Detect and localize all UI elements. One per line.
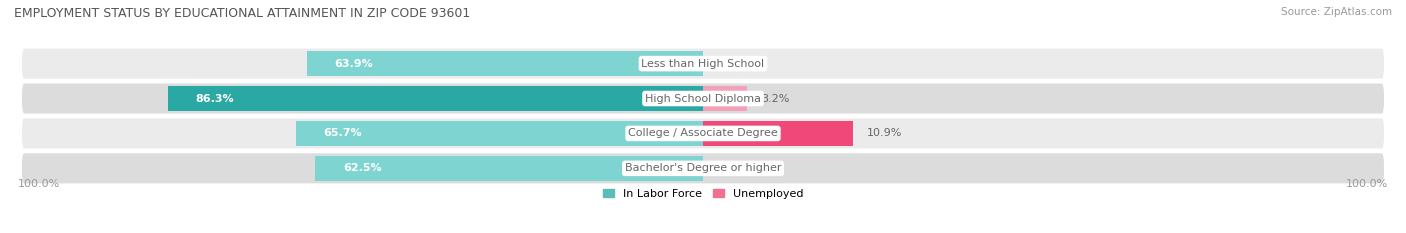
Text: EMPLOYMENT STATUS BY EDUCATIONAL ATTAINMENT IN ZIP CODE 93601: EMPLOYMENT STATUS BY EDUCATIONAL ATTAINM… xyxy=(14,7,471,20)
Bar xyxy=(295,121,703,146)
Text: Less than High School: Less than High School xyxy=(641,58,765,69)
Text: 100.0%: 100.0% xyxy=(1347,179,1389,189)
Text: 0.0%: 0.0% xyxy=(731,58,759,69)
Text: 10.9%: 10.9% xyxy=(868,128,903,138)
Text: 3.2%: 3.2% xyxy=(761,93,789,103)
FancyBboxPatch shape xyxy=(21,82,1385,115)
FancyBboxPatch shape xyxy=(21,152,1385,185)
Text: 100.0%: 100.0% xyxy=(17,179,59,189)
Bar xyxy=(315,156,703,181)
Bar xyxy=(703,121,853,146)
Text: Bachelor's Degree or higher: Bachelor's Degree or higher xyxy=(624,163,782,173)
Text: 0.0%: 0.0% xyxy=(731,163,759,173)
Bar xyxy=(307,51,703,76)
Bar xyxy=(167,86,703,111)
FancyBboxPatch shape xyxy=(21,48,1385,80)
Text: High School Diploma: High School Diploma xyxy=(645,93,761,103)
Legend: In Labor Force, Unemployed: In Labor Force, Unemployed xyxy=(598,184,808,203)
Text: 62.5%: 62.5% xyxy=(343,163,381,173)
Text: College / Associate Degree: College / Associate Degree xyxy=(628,128,778,138)
Bar xyxy=(703,86,747,111)
Text: 65.7%: 65.7% xyxy=(323,128,361,138)
Text: 63.9%: 63.9% xyxy=(335,58,373,69)
FancyBboxPatch shape xyxy=(21,117,1385,150)
Text: 86.3%: 86.3% xyxy=(195,93,233,103)
Text: Source: ZipAtlas.com: Source: ZipAtlas.com xyxy=(1281,7,1392,17)
